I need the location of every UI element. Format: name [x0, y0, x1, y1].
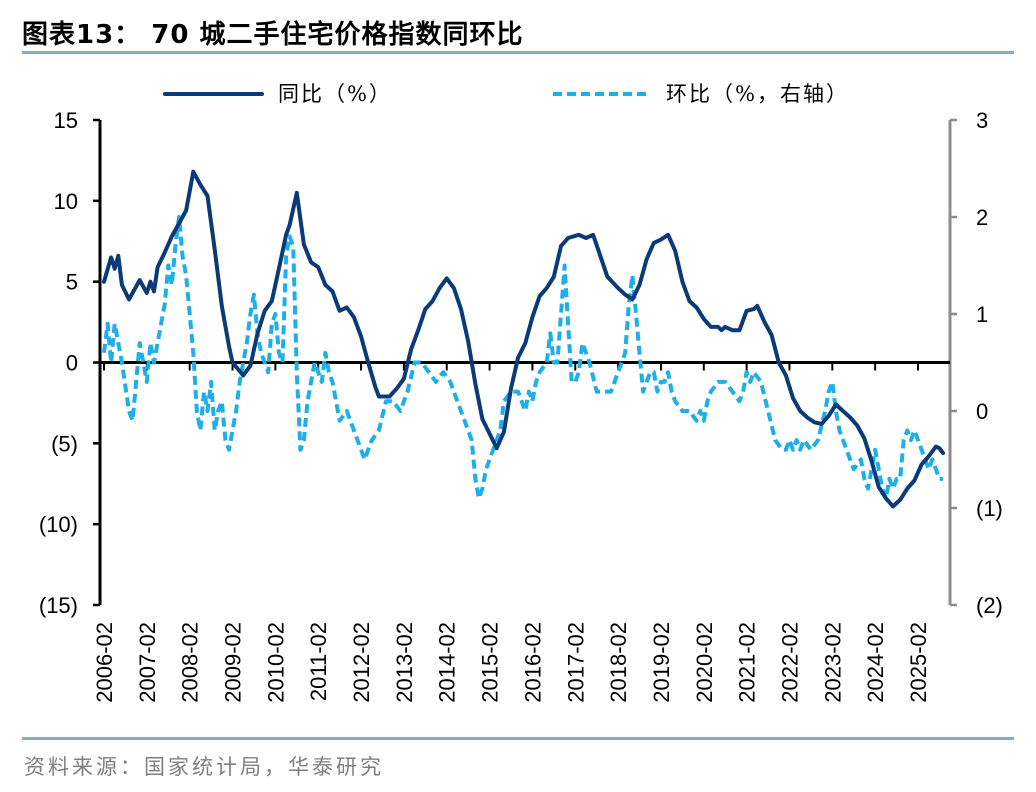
- x-tick-label: 2017-02: [563, 622, 588, 703]
- x-tick-label: 2011-02: [306, 622, 331, 701]
- x-tick-label: 2015-02: [478, 622, 503, 703]
- series-line-mom: [102, 215, 943, 501]
- right-y-tick-label: (1): [976, 496, 1003, 521]
- right-y-tick-label: 1: [976, 302, 988, 327]
- x-tick-label: 2014-02: [435, 622, 460, 703]
- x-tick-label: 2022-02: [777, 622, 802, 703]
- legend-mom-label: 环比（%，右轴）: [666, 82, 849, 106]
- x-tick-label: 2006-02: [92, 622, 117, 703]
- title-divider: [22, 51, 1014, 54]
- series-line-yoy: [102, 169, 945, 509]
- right-y-tick-label: 3: [976, 108, 988, 133]
- axes: [93, 118, 957, 607]
- right-y-tick-label: 0: [976, 399, 988, 424]
- right-y-tick-label: (2): [976, 593, 1003, 618]
- left-y-tick-label: (5): [51, 431, 78, 456]
- x-tick-label: 2008-02: [178, 622, 203, 703]
- series-layer: [102, 169, 945, 509]
- x-tick-label: 2013-02: [392, 622, 417, 703]
- x-tick-label: 2012-02: [349, 622, 374, 703]
- legend: 同比（%） 环比（%，右轴）: [163, 82, 849, 106]
- x-tick-label: 2019-02: [649, 622, 674, 703]
- x-tick-label: 2023-02: [820, 622, 845, 703]
- left-y-tick-label: 5: [66, 270, 78, 295]
- left-y-tick-label: (15): [39, 593, 78, 618]
- footer-divider: [22, 737, 1014, 740]
- left-y-tick-label: (10): [39, 512, 78, 537]
- x-tick-label: 2016-02: [520, 622, 545, 703]
- source-note: 资料来源：国家统计局，华泰研究: [24, 755, 384, 779]
- x-tick-label: 2010-02: [263, 622, 288, 703]
- x-tick-label: 2009-02: [221, 622, 246, 703]
- legend-yoy-label: 同比（%）: [278, 82, 392, 106]
- x-tick-label: 2025-02: [906, 622, 931, 703]
- left-y-tick-label: 10: [54, 189, 78, 214]
- chart-title: 图表13： 70 城二手住宅价格指数同环比: [22, 20, 524, 50]
- x-tick-label: 2020-02: [692, 622, 717, 703]
- left-y-tick-label: 15: [54, 108, 78, 133]
- x-tick-label: 2024-02: [863, 622, 888, 703]
- left-y-tick-label: 0: [66, 351, 78, 376]
- right-y-tick-label: 2: [976, 205, 988, 230]
- x-tick-label: 2018-02: [606, 622, 631, 703]
- x-tick-label: 2021-02: [735, 622, 760, 703]
- x-tick-label: 2007-02: [135, 622, 160, 703]
